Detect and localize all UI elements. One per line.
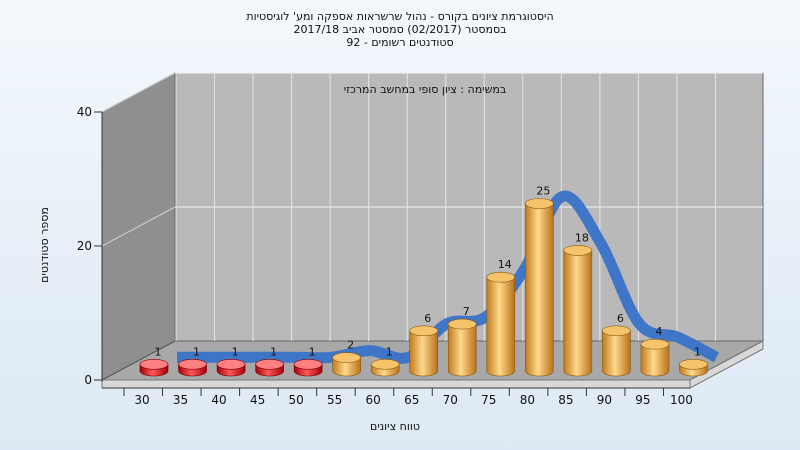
bar-50: 1 xyxy=(293,345,323,377)
chart-title-line-1: היסטוגרמת ציונים בקורס - נהול שרשראות אס… xyxy=(246,10,554,23)
bar-body xyxy=(486,276,516,377)
x-tick-label: 95 xyxy=(635,393,650,407)
bar-body xyxy=(447,323,477,377)
x-tick-label: 45 xyxy=(250,393,265,407)
bar-top xyxy=(602,325,631,337)
bar-top xyxy=(679,358,708,370)
bar-80: 25 xyxy=(525,185,554,377)
bar-90: 6 xyxy=(602,312,631,377)
x-tick-label: 30 xyxy=(134,393,149,407)
data-label: 1 xyxy=(193,345,200,358)
axes: 0 20 40 30 35 40 45 50 55 60 65 70 75 80 85 90 95 100 xyxy=(77,105,693,407)
x-tick-label: 65 xyxy=(404,393,419,407)
data-label: 6 xyxy=(617,312,624,325)
data-label: 18 xyxy=(575,231,589,244)
bar-top xyxy=(332,352,361,363)
data-label: 1 xyxy=(155,345,162,358)
bar-70: 7 xyxy=(447,305,477,377)
x-axis-label: טווח ציונים xyxy=(370,420,420,433)
bar-body xyxy=(409,330,439,377)
gridline-side xyxy=(101,72,176,113)
x-tick-label: 50 xyxy=(288,393,303,407)
y-tick-label: 0 xyxy=(84,373,92,387)
x-tick-label: 80 xyxy=(520,393,535,407)
bar-top xyxy=(216,358,246,370)
bar-top xyxy=(293,358,323,370)
bar-body xyxy=(640,343,670,377)
x-tick-label: 60 xyxy=(366,393,381,407)
y-tick-label: 20 xyxy=(77,239,92,253)
bar-top xyxy=(486,271,516,283)
bar-top xyxy=(178,358,207,370)
x-tick-label: 85 xyxy=(558,393,573,407)
data-label: 1 xyxy=(232,345,239,358)
bar-55: 2 xyxy=(332,339,361,377)
bar-top xyxy=(640,338,670,350)
bars: 1 1 1 1 1 2 1 6 7 14 25 18 6 4 1 xyxy=(139,185,708,377)
data-label: 1 xyxy=(270,345,277,358)
bar-95: 4 xyxy=(640,325,670,377)
gridline-side xyxy=(101,206,176,247)
chart-title-line-3: סטודנטים רשומים - 92 xyxy=(346,36,454,49)
bar-85: 18 xyxy=(563,231,593,377)
bar-65: 6 xyxy=(409,312,439,377)
data-label: 4 xyxy=(655,325,662,338)
chart-title-block: היסטוגרמת ציונים בקורס - נהול שרשראות אס… xyxy=(0,10,800,49)
chart-title-line-2: בסמסטר (02/2017) סמסטר אביב 2017/18 xyxy=(293,23,507,36)
bar-body xyxy=(563,250,593,377)
x-tick-label: 40 xyxy=(211,393,226,407)
bar-40: 1 xyxy=(216,345,246,377)
x-tick-label: 100 xyxy=(670,393,693,407)
bar-top xyxy=(370,358,400,370)
data-label: 25 xyxy=(536,185,550,198)
data-label: 7 xyxy=(463,305,470,318)
bar-35: 1 xyxy=(178,345,207,377)
bar-top xyxy=(563,245,593,256)
data-label: 6 xyxy=(424,312,431,325)
floor-edge-front xyxy=(101,379,691,389)
data-label: 14 xyxy=(498,258,512,271)
data-label: 1 xyxy=(309,345,316,358)
bar-top xyxy=(525,198,554,209)
data-label: 2 xyxy=(347,339,354,352)
x-tick-label: 90 xyxy=(597,393,612,407)
x-tick-label: 55 xyxy=(327,393,342,407)
bar-top xyxy=(139,358,169,370)
y-tick-label: 40 xyxy=(77,105,92,119)
gridlines xyxy=(101,72,763,341)
data-label: 1 xyxy=(386,345,393,358)
bar-top xyxy=(409,325,439,337)
x-tick-label: 75 xyxy=(481,393,496,407)
bar-45: 1 xyxy=(255,345,284,377)
bar-30: 1 xyxy=(139,345,169,377)
bar-body xyxy=(602,330,631,377)
bar-60: 1 xyxy=(370,345,400,377)
data-label: 1 xyxy=(694,345,701,358)
chart-annotation: במשימה : ציון סופי במחשב המרכזי xyxy=(344,83,507,96)
bar-top xyxy=(447,318,477,330)
y-axis-label: מספר סטודנטים xyxy=(38,207,51,283)
bar-top xyxy=(255,358,284,370)
bar-100: 1 xyxy=(679,345,708,377)
x-tick-label: 35 xyxy=(173,393,188,407)
bar-body xyxy=(525,203,554,377)
bar-75: 14 xyxy=(486,258,516,377)
x-tick-label: 70 xyxy=(443,393,458,407)
